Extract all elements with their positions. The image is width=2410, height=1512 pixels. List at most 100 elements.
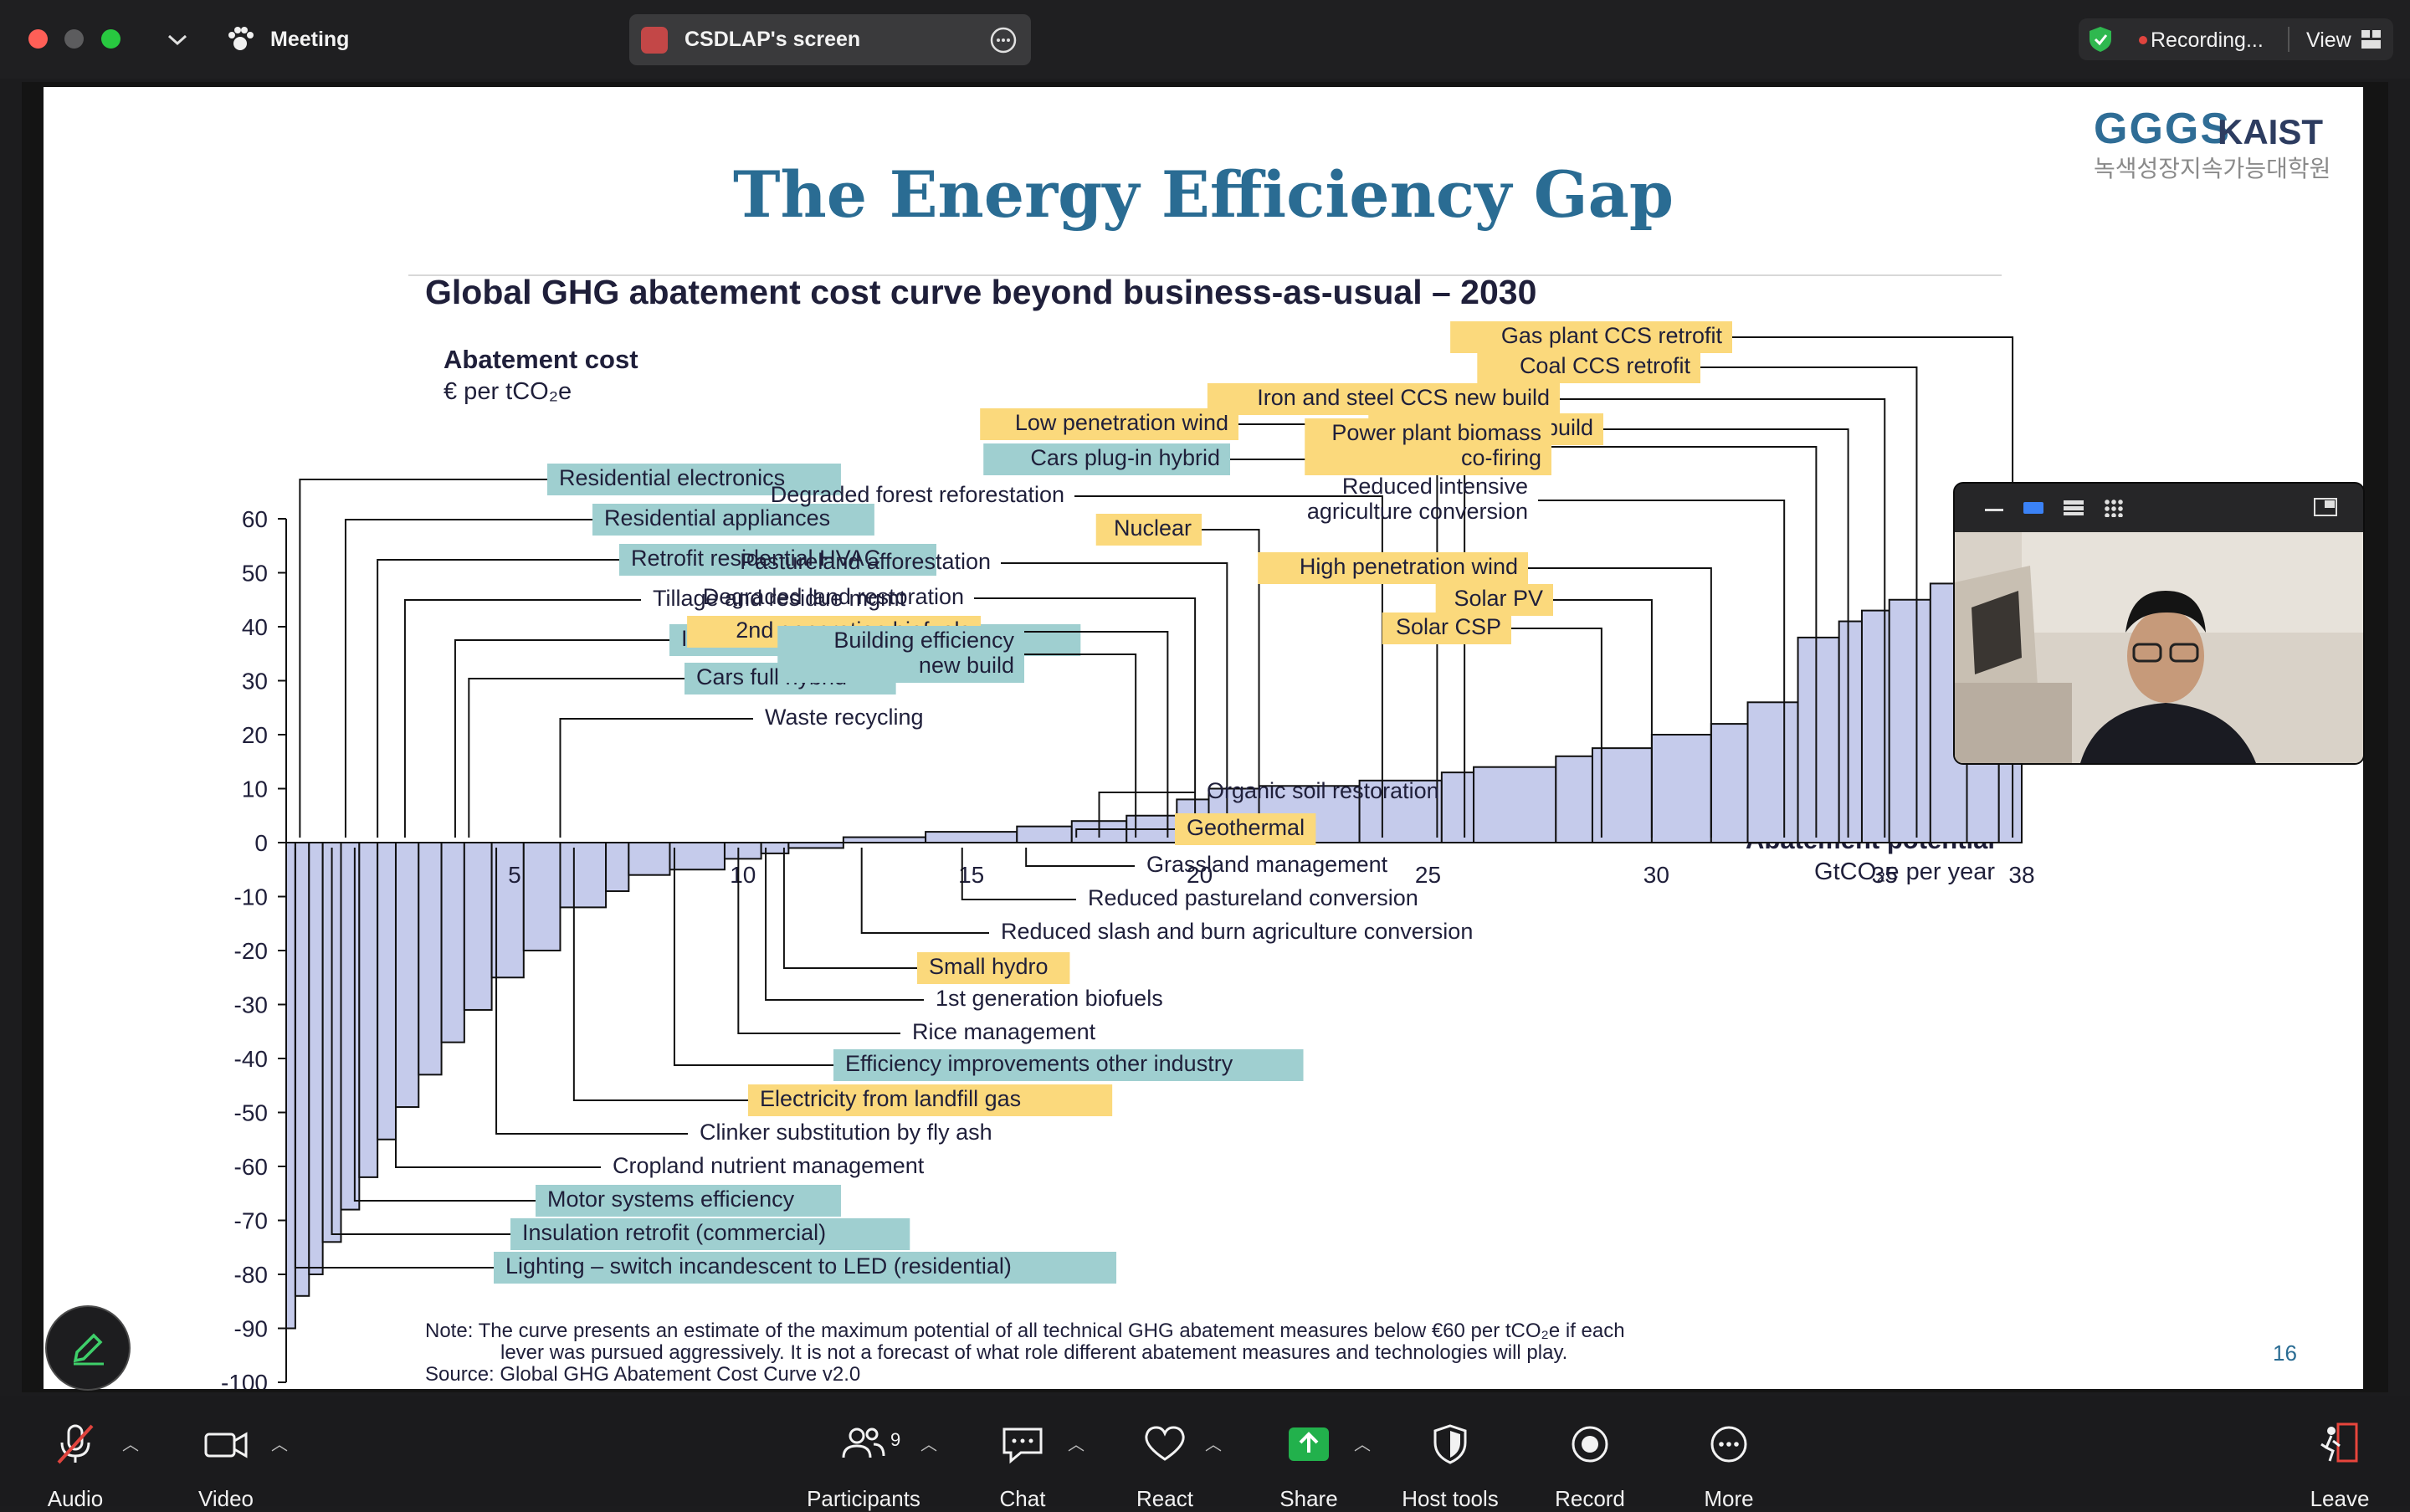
bar-callout-label: Degraded land restoration (703, 584, 964, 609)
title-bar: Meeting CSDLAP's screen Recording... Vie… (0, 0, 2410, 79)
zoom-window-button[interactable] (101, 29, 120, 49)
bar-callout-label: Degraded forest reforestation (771, 482, 1064, 507)
record-label: Record (1555, 1486, 1625, 1511)
label-box (547, 464, 841, 495)
bar-callout-label: Cars plug-in hybrid (1030, 445, 1220, 470)
y-tick-label: -20 (234, 938, 268, 964)
y-axis-title: Abatement cost (444, 345, 638, 374)
more-dots-icon (1710, 1426, 1747, 1463)
bar-callout-label: High penetration wind (1300, 554, 1518, 579)
screen-share-label: CSDLAP's screen (685, 28, 861, 51)
record-icon (1572, 1426, 1608, 1463)
bar-15 (628, 842, 671, 876)
leader-line (1553, 599, 1653, 838)
bar-30 (1473, 766, 1557, 844)
y-axis-unit: € per tCO₂e (444, 378, 572, 405)
leader-line (1024, 653, 1137, 838)
recording-status[interactable]: Recording... View (2079, 18, 2393, 60)
label-box (619, 544, 936, 576)
label-box (983, 443, 1230, 475)
y-tick-label: -90 (234, 1316, 268, 1342)
bar-callout-label: 1st generation biofuels (936, 986, 1163, 1011)
bar-8 (418, 842, 443, 1076)
y-tick-label: -10 (234, 884, 268, 910)
y-tick-label: -100 (221, 1370, 268, 1389)
recording-dot-icon (2139, 36, 2147, 44)
annotate-button[interactable] (45, 1305, 131, 1391)
label-box (1435, 584, 1553, 616)
bar-callout-label: Low penetration wind (1015, 410, 1228, 435)
heart-icon (1145, 1426, 1185, 1461)
speaker-view-icon[interactable] (2023, 502, 2043, 514)
bar-callout-label: Electricity from landfill gas (760, 1086, 1021, 1111)
screen-share-pill[interactable]: CSDLAP's screen (629, 14, 1031, 65)
leader-line (1098, 792, 1195, 838)
audio-options-caret[interactable]: ︿ (122, 1436, 139, 1454)
y-tick-label: 60 (242, 506, 268, 532)
leader-line (1202, 529, 1260, 838)
leader-line (1700, 366, 1918, 838)
bar-9 (440, 842, 465, 1043)
host-tools-label: Host tools (1402, 1486, 1499, 1511)
x-tick-label: 10 (730, 862, 756, 888)
leader-line (961, 848, 1076, 900)
x-axis-unit: GtCO₂e per year (1814, 859, 1995, 885)
bar-39 (1888, 598, 1931, 843)
minimize-window-button[interactable] (64, 29, 84, 49)
audio-label: Audio (47, 1486, 104, 1511)
minimize-video-icon[interactable] (1985, 509, 2003, 511)
more-label: More (1704, 1486, 1754, 1511)
grid-view-icon[interactable] (2360, 28, 2383, 50)
leave-label: Leave (2310, 1486, 2370, 1511)
bar-2 (308, 842, 324, 1275)
bar-callout-label: Solar CSP (1396, 614, 1501, 639)
shield-check-icon (2090, 27, 2111, 52)
share-options-caret[interactable]: ︿ (1354, 1436, 1371, 1454)
react-options-caret[interactable]: ︿ (1205, 1436, 1222, 1454)
leader-line (468, 678, 685, 838)
x-tick-label: 25 (1415, 862, 1441, 888)
chevron-down-icon[interactable] (166, 32, 189, 49)
leader-line (1603, 428, 1849, 838)
label-box (494, 1252, 1117, 1284)
leave-door-icon (2320, 1422, 2358, 1463)
strip-view-icon[interactable] (2064, 500, 2084, 515)
close-window-button[interactable] (28, 29, 48, 49)
bar-callout-label: Efficiency improvements other industry (845, 1051, 1233, 1076)
label-box (980, 408, 1238, 440)
note-line-1: Note: The curve presents an estimate of … (425, 1320, 1625, 1342)
participant-video-feed (1955, 532, 2363, 763)
y-tick-label: -70 (234, 1208, 268, 1234)
bar-callout-label: Gas plant CCS retrofit (1501, 323, 1723, 348)
participant-video-tile[interactable] (1953, 482, 2365, 765)
meeting-title[interactable]: Meeting (270, 28, 350, 51)
bar-13 (559, 842, 608, 909)
chat-options-caret[interactable]: ︿ (1068, 1436, 1084, 1454)
participants-count: 9 (890, 1429, 901, 1450)
logo-kaist: KAIST (2218, 112, 2323, 151)
leader-line (403, 599, 641, 838)
more-options-icon[interactable] (989, 26, 1018, 54)
bar-callout-label: agriculture conversion (1307, 499, 1528, 524)
y-tick-label: -50 (234, 1100, 268, 1126)
label-box (1258, 552, 1528, 584)
bar-29 (1440, 771, 1475, 844)
view-button[interactable]: View (2306, 28, 2351, 52)
y-tick-label: 10 (242, 777, 268, 802)
leader-line (331, 848, 510, 1235)
bar-34 (1710, 723, 1749, 843)
bar-callout-label: Insulation retrofit (commercial) (522, 1220, 826, 1245)
label-box (777, 626, 1024, 683)
exit-pip-icon[interactable] (2313, 497, 2338, 517)
participant-image (1955, 532, 2363, 763)
bar-22 (1016, 825, 1073, 844)
slide-title: The Energy Efficiency Gap (732, 157, 1674, 232)
y-tick-label: 0 (254, 830, 268, 856)
x-tick-label: 20 (1187, 862, 1213, 888)
bar-callout-label: Coal CCS retrofit (1520, 353, 1691, 378)
label-box (1450, 321, 1732, 353)
participants-options-caret[interactable]: ︿ (920, 1436, 937, 1454)
video-options-caret[interactable]: ︿ (271, 1436, 288, 1454)
gallery-view-icon[interactable] (2104, 499, 2124, 517)
leader-line (559, 718, 753, 838)
